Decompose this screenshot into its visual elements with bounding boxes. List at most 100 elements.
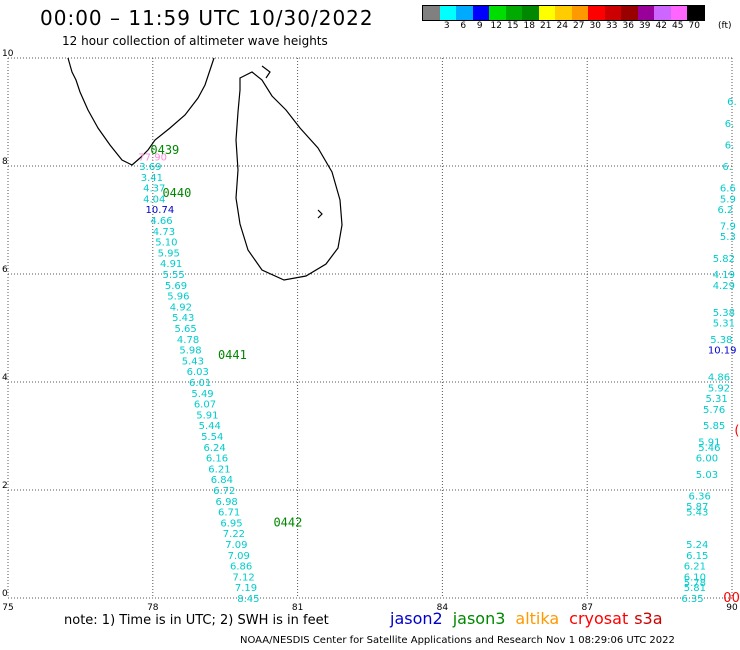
swh-value: 5.38 <box>713 308 735 319</box>
swh-value: 7.9 <box>720 221 736 232</box>
swh-value: 5.87 <box>686 502 708 513</box>
legend-swatch <box>637 6 654 20</box>
swh-value: 6.01 <box>189 378 211 389</box>
swh-value: 5.96 <box>167 292 189 303</box>
legend-label: 27 <box>573 21 585 31</box>
legend-swatch <box>456 6 473 20</box>
swh-value: 5.44 <box>199 421 221 432</box>
legend-swatch <box>439 6 456 20</box>
legend-swatch <box>538 6 555 20</box>
legend-swatch <box>472 6 489 20</box>
page-subtitle: 12 hour collection of altimeter wave hei… <box>62 34 328 48</box>
swh-value: 4.78 <box>177 335 199 346</box>
lat-tick-label: 8 <box>2 157 8 167</box>
swh-value: 8.45 <box>237 594 259 605</box>
swh-value: 6.86 <box>230 562 252 573</box>
swh-value: 5.81 <box>684 583 706 594</box>
legend-label: 15 <box>507 21 519 31</box>
legend-label: 42 <box>655 21 667 31</box>
swh-value: 4.04 <box>143 194 165 205</box>
swh-value: 5.9 <box>720 194 736 205</box>
swh-value: 5.91 <box>698 437 720 448</box>
swh-value: 77.90 <box>138 152 167 163</box>
swh-value: 5.03 <box>696 470 718 481</box>
swh-value: 5.43 <box>182 356 204 367</box>
swh-value: 7.22 <box>223 529 245 540</box>
pass-time-label: 0441 <box>218 348 247 362</box>
legend-swatch <box>621 6 638 20</box>
page-title: 00:00 – 11:59 UTC 10/30/2022 <box>40 6 374 30</box>
swh-value: 5.65 <box>175 324 197 335</box>
swh-value: 5.85 <box>703 421 725 432</box>
swh-value: 5.3 <box>720 232 736 243</box>
legend-swatch <box>505 6 522 20</box>
swh-value: 4.66 <box>150 216 172 227</box>
swh-value: 10.74 <box>146 205 175 216</box>
pass-time-label: 0440 <box>162 186 191 200</box>
lon-tick-label: 87 <box>581 603 592 613</box>
swh-value: 6.15 <box>686 551 708 562</box>
legend-label: 9 <box>476 21 483 31</box>
swh-value: 4.73 <box>153 227 175 238</box>
swh-value: 6.84 <box>211 475 233 486</box>
swh-value: 5.46 <box>698 443 720 454</box>
footer-note: note: 1) Time is in UTC; 2) SWH is in fe… <box>64 613 329 628</box>
swh-value: 6.95 <box>220 518 242 529</box>
lat-tick-label: 0 <box>2 589 8 599</box>
cryosat-label: cryosat <box>569 609 629 628</box>
legend-label: 21 <box>540 21 552 31</box>
legend-swatch <box>604 6 621 20</box>
lat-tick-label: 4 <box>2 373 8 383</box>
swh-value: 6.03 <box>187 367 209 378</box>
swh-value: 5.10 <box>155 238 177 249</box>
coastline <box>67 57 343 281</box>
swh-value: 4.37 <box>143 184 165 195</box>
legend-swatch <box>423 6 440 20</box>
jason3-label: jason3 <box>452 609 506 628</box>
legend-label: 30 <box>589 21 601 31</box>
altika-label: altika <box>515 609 560 628</box>
pass-time-label: 0442 <box>273 515 302 529</box>
swh-value: 6.21 <box>208 464 230 475</box>
swh-value: 6. <box>727 97 737 108</box>
swh-value: 5.54 <box>201 432 223 443</box>
color-scale-unit: (ft) <box>718 21 732 31</box>
swh-value: 3.41 <box>141 173 163 184</box>
swh-value: 4.92 <box>170 302 192 313</box>
swh-value: 6.2 <box>718 205 734 216</box>
satellite-legend: jason2 jason3 altika cryosat s3a <box>390 609 673 628</box>
swh-value: 5.76 <box>703 405 725 416</box>
lat-tick-label: 2 <box>2 481 8 491</box>
swh-value: 5.49 <box>191 389 213 400</box>
swh-value: 5.43 <box>686 508 708 519</box>
swh-value: 5.69 <box>165 281 187 292</box>
swh-value: 5.91 <box>196 410 218 421</box>
swh-value: 6.10 <box>684 572 706 583</box>
cryosat-value: ( <box>734 424 739 439</box>
swh-value: 5.24 <box>686 540 708 551</box>
lon-tick-label: 81 <box>292 603 303 613</box>
legend-label: 36 <box>622 21 634 31</box>
legend-swatch <box>522 6 539 20</box>
legend-label: 39 <box>639 21 651 31</box>
swh-value: 6.35 <box>681 594 703 605</box>
sri-lanka-coastline <box>235 71 343 281</box>
legend-label: 70 <box>688 21 700 31</box>
swh-value: 6. <box>725 119 735 130</box>
cryosat-readings: 00. ( <box>723 424 740 606</box>
pass-times: 0439 0440 0441 0442 <box>150 143 302 530</box>
legend-swatch <box>670 6 687 20</box>
lon-tick-label: 84 <box>437 603 449 613</box>
swh-value: 6. <box>725 140 735 151</box>
swh-value: 5.43 <box>172 313 194 324</box>
cryosat-value: 00. <box>723 591 740 606</box>
swh-value: 6.00 <box>696 454 718 465</box>
color-scale-labels: 3 6 9 12 15 18 21 24 27 30 33 36 39 42 45 70 <box>422 21 703 31</box>
swh-value: 5.95 <box>158 248 180 259</box>
s3a-label: s3a <box>634 609 663 628</box>
swh-value: 5.78 <box>684 578 706 589</box>
lat-tick-label: 6 <box>2 265 8 275</box>
swh-value: 6.16 <box>206 454 228 465</box>
swh-value: 5.31 <box>705 394 727 405</box>
